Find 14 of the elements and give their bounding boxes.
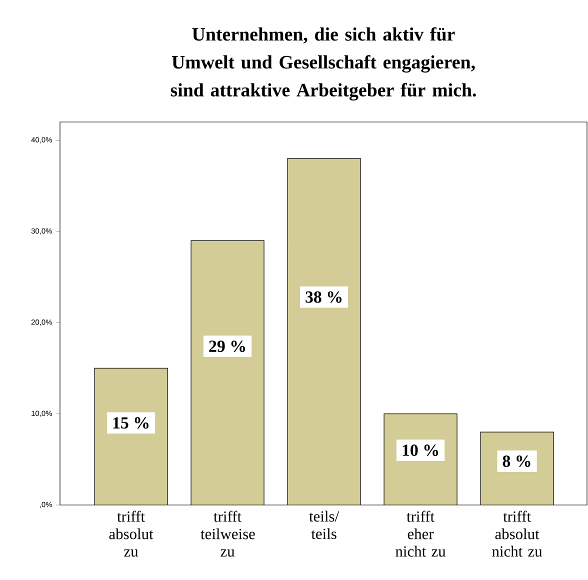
x-tick-label: teils/ teils (309, 510, 340, 540)
x-tick-label: trifft absolut nicht zu (492, 510, 542, 557)
x-tick-label: trifft eher nicht zu (396, 510, 446, 557)
bar (94, 368, 168, 505)
data-label: 10 % (402, 444, 438, 456)
chart-title: Unternehmen, die sich aktiv für Umwelt und Gesellschaft engagieren, sind attraktive Arbeitgeber für mich. (170, 27, 476, 100)
data-label: 29 % (209, 340, 245, 352)
x-tick-label: trifft absolut zu (109, 510, 154, 557)
bar (191, 240, 264, 505)
data-label: 38 % (306, 291, 342, 303)
data-label: 15 % (113, 417, 148, 429)
data-label: 8 % (502, 455, 530, 467)
x-tick-label: trifft teilweise zu (200, 510, 255, 557)
bar (288, 158, 361, 505)
